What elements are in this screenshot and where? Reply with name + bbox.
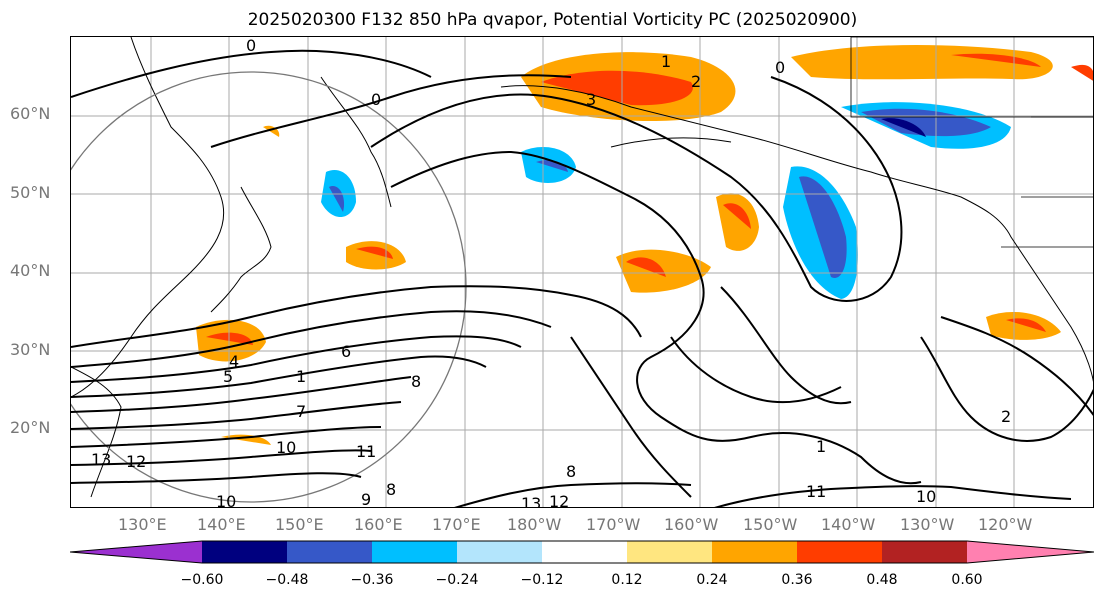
gridlines [71,37,1093,507]
colorbar-svg [69,540,1095,564]
contour-label: 13 [521,494,541,508]
lon-label: 140°W [821,515,876,534]
qvapor-contours [71,49,1093,507]
colorbar-tick: 0.12 [611,572,643,588]
lon-label: 160°E [354,515,403,534]
colorbar-seg [457,541,542,563]
lat-label: 20°N [10,418,51,437]
colorbar-seg [712,541,797,563]
map-canvas: 0 0 0 1 2 3 4 5 6 7 8 8 9 10 10 11 12 13… [71,37,1093,508]
colorbar-tick: −0.36 [350,572,394,588]
contour-label: 6 [341,342,351,361]
colorbar-seg [542,541,627,563]
shade-canada-navy [881,118,926,137]
colorbar-seg [882,541,967,563]
lon-label: 180°W [507,515,562,534]
contour-label: 2 [1001,407,1011,426]
contour-label: 12 [126,452,146,471]
contour-label: 10 [216,492,236,508]
contour-label: 1 [661,52,671,71]
contour-label: 11 [806,482,826,501]
shade-ca-orange [986,312,1061,340]
contour-label: 9 [361,490,371,508]
shade-japan-red [356,246,393,259]
contour-label: 0 [775,58,785,77]
colorbar-tick: 0.60 [951,572,983,588]
lon-label: 140°E [197,515,246,534]
coastlines [71,37,1093,498]
lat-label: 30°N [10,340,51,359]
contour-label: 8 [386,480,396,499]
colorbar-seg [287,541,372,563]
contour-labels: 0 0 0 1 2 3 4 5 6 7 8 8 9 10 10 11 12 13… [91,37,1011,508]
contour-label: 1 [816,437,826,456]
contour-label: 12 [549,492,569,508]
contour-label: 2 [691,72,701,91]
lon-label: 170°E [432,515,481,534]
colorbar-tick: −0.12 [520,572,564,588]
shade-gulf-red [723,203,751,229]
shade-kamchatka-blue-dk [329,186,345,212]
colorbar-tick: 0.36 [781,572,813,588]
lat-label: 50°N [10,183,51,202]
lon-label: 160°W [664,515,719,534]
lat-label: 60°N [10,104,51,123]
contour-label: 8 [566,462,576,481]
colorbar-seg [70,541,202,563]
shade-midpac-red [626,257,666,277]
colorbar-tick: −0.60 [180,572,224,588]
contour-label: 5 [223,367,233,386]
contour-label: 10 [916,487,936,506]
contour-label: 0 [246,37,256,55]
contour-label: 8 [411,372,421,391]
lon-label: 150°W [743,515,798,534]
colorbar-tick: −0.48 [265,572,309,588]
colorbar-seg [967,541,1094,563]
lon-label: 130°W [900,515,955,534]
shade-gulf-blue [799,176,847,278]
shade-ca-red [1006,318,1046,332]
colorbar-seg [627,541,712,563]
pv-shading [196,45,1093,445]
contour-label: 11 [356,442,376,461]
range-circle [71,71,467,503]
colorbar-seg [202,541,287,563]
lon-label: 170°W [586,515,641,534]
contour-label: 10 [276,438,296,457]
contour-label: 4 [229,352,239,371]
contour-label: 0 [371,90,381,109]
contour-label: 1 [296,367,306,386]
lat-label: 40°N [10,261,51,280]
map-panel: 0 0 0 1 2 3 4 5 6 7 8 8 9 10 10 11 12 13… [70,36,1094,508]
contour-label: 13 [91,450,111,469]
colorbar-seg [372,541,457,563]
map-title: 2025020300 F132 850 hPa qvapor, Potentia… [247,10,858,30]
shade-gulf-orange [716,193,759,251]
colorbar [69,540,1095,564]
shade-ne-red [951,53,1041,67]
colorbar-tick: 0.24 [696,572,728,588]
contour-label: 3 [586,90,596,109]
shade-japan-orange [346,241,406,270]
shade-alaska-red [541,70,693,106]
colorbar-seg [797,541,882,563]
lon-label: 130°E [118,515,167,534]
shade-right-orange [1071,64,1093,81]
colorbar-tick: 0.48 [866,572,898,588]
lon-label: 120°W [978,515,1033,534]
contour-label: 7 [296,402,306,421]
lon-label: 150°E [275,515,324,534]
shade-ne-orange [791,45,1053,80]
colorbar-tick: −0.24 [435,572,479,588]
